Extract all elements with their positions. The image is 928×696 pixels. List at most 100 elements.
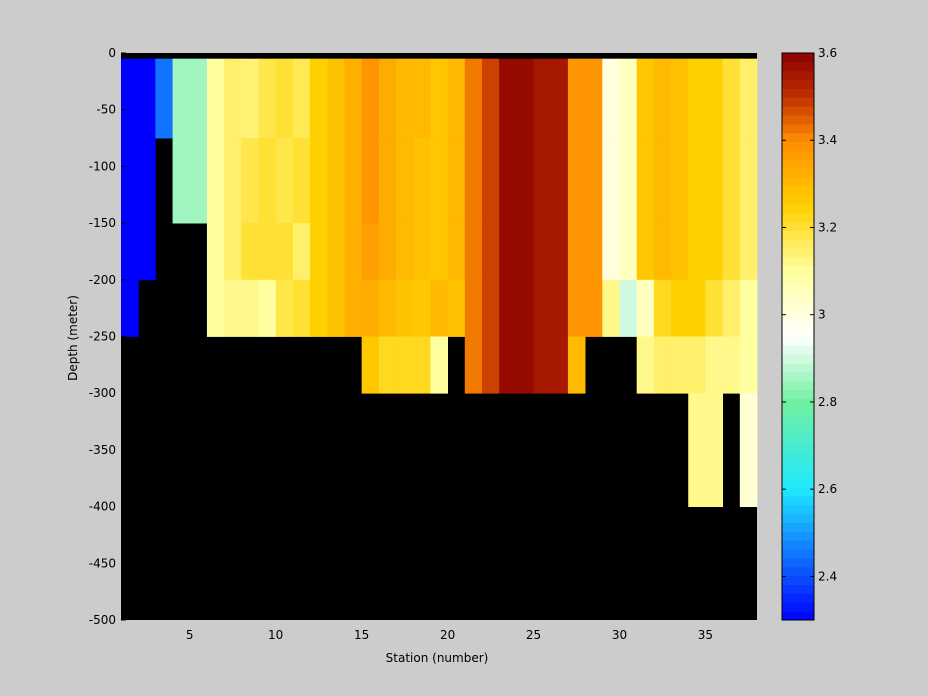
colorbar-swatch (782, 221, 814, 230)
heatmap-cell (654, 223, 672, 280)
heatmap-cell (293, 138, 311, 223)
colorbar-tick-label: 2.6 (818, 482, 837, 496)
colorbar-swatch (782, 133, 814, 142)
heatmap-cell (224, 223, 242, 280)
heatmap-cell (310, 59, 328, 139)
heatmap-cell (413, 280, 431, 337)
y-tick-label: -150 (89, 216, 116, 230)
heatmap-cell (448, 280, 466, 337)
heatmap-cell (224, 280, 242, 337)
colorbar-swatch (782, 186, 814, 195)
heatmap-cell (516, 337, 534, 394)
colorbar-tick-label: 3.4 (818, 133, 837, 147)
y-tick-label: -200 (89, 273, 116, 287)
heatmap-cell (551, 138, 569, 223)
heatmap-cell (276, 223, 294, 280)
colorbar-swatch (782, 283, 814, 292)
x-tick-label: 20 (440, 628, 455, 642)
heatmap-cell (534, 59, 552, 139)
colorbar-tick-label: 3.6 (818, 46, 837, 60)
colorbar-swatch (782, 301, 814, 310)
heatmap-cell (534, 280, 552, 337)
heatmap-cell (723, 337, 741, 394)
heatmap-cell (259, 223, 277, 280)
heatmap-cell (310, 223, 328, 280)
colorbar-swatch (782, 195, 814, 204)
heatmap-cell (516, 280, 534, 337)
heatmap-cell (499, 337, 517, 394)
heatmap-cell (740, 223, 758, 280)
colorbar-swatch (782, 159, 814, 168)
heatmap-cell (637, 223, 655, 280)
heatmap-cell (241, 223, 259, 280)
heatmap-cell (637, 337, 655, 394)
heatmap-cell (482, 223, 500, 280)
colorbar-swatch (782, 177, 814, 186)
colorbar-swatch (782, 337, 814, 346)
heatmap-cell (241, 59, 259, 139)
heatmap-cell (190, 138, 208, 223)
heatmap-cell (430, 223, 448, 280)
heatmap-cell (259, 280, 277, 337)
y-tick-label: -450 (89, 556, 116, 570)
heatmap-cell (740, 280, 758, 337)
colorbar-swatch (782, 558, 814, 567)
x-tick-label: 25 (526, 628, 541, 642)
heatmap-cell (327, 223, 345, 280)
heatmap-cell (637, 138, 655, 223)
y-tick-label: -50 (96, 103, 116, 117)
heatmap-cell (362, 59, 380, 139)
heatmap-cell (568, 280, 586, 337)
heatmap-cell (430, 280, 448, 337)
heatmap-cell (516, 223, 534, 280)
colorbar-swatch (782, 150, 814, 159)
colorbar-swatch (782, 549, 814, 558)
y-tick-label: -350 (89, 443, 116, 457)
colorbar-swatch (782, 53, 814, 62)
heatmap-cell (654, 59, 672, 139)
heatmap-cell (396, 280, 414, 337)
colorbar-swatch (782, 230, 814, 239)
heatmap-cell (241, 280, 259, 337)
heatmap-cell (327, 138, 345, 223)
colorbar-swatch (782, 248, 814, 257)
heatmap-cell (516, 138, 534, 223)
heatmap-cell (705, 138, 723, 223)
x-tick-label: 5 (186, 628, 194, 642)
heatmap-cell (173, 138, 191, 223)
heatmap-cell (499, 280, 517, 337)
heatmap-cell (310, 138, 328, 223)
y-tick-label: -250 (89, 330, 116, 344)
heatmap-cell (688, 138, 706, 223)
colorbar-swatch (782, 266, 814, 275)
heatmap-cell (379, 280, 397, 337)
heatmap-cell (362, 223, 380, 280)
heatmap-cell (551, 59, 569, 139)
heatmap-cell (362, 337, 380, 394)
heatmap-cell (413, 337, 431, 394)
heatmap-cell (637, 280, 655, 337)
heatmap-cell (173, 59, 191, 139)
colorbar-swatch (782, 443, 814, 452)
colorbar-swatch (782, 425, 814, 434)
heatmap-cell (551, 337, 569, 394)
colorbar-swatch (782, 62, 814, 71)
heatmap-cell (705, 223, 723, 280)
colorbar-swatch (782, 478, 814, 487)
heatmap-cell (327, 280, 345, 337)
colorbar-swatch (782, 576, 814, 585)
heatmap-cell (585, 59, 603, 139)
colorbar-swatch (782, 168, 814, 177)
heatmap-cell (654, 138, 672, 223)
heatmap-cell (688, 280, 706, 337)
heatmap-cell (344, 280, 362, 337)
heatmap-cell (688, 223, 706, 280)
heatmap-cell (740, 337, 758, 394)
colorbar-swatch (782, 390, 814, 399)
y-tick-label: 0 (108, 46, 116, 60)
colorbar-swatch (782, 80, 814, 89)
heatmap-cell (602, 223, 620, 280)
colorbar-swatch (782, 328, 814, 337)
colorbar-swatch (782, 585, 814, 594)
colorbar-tick-label: 2.4 (818, 569, 837, 583)
